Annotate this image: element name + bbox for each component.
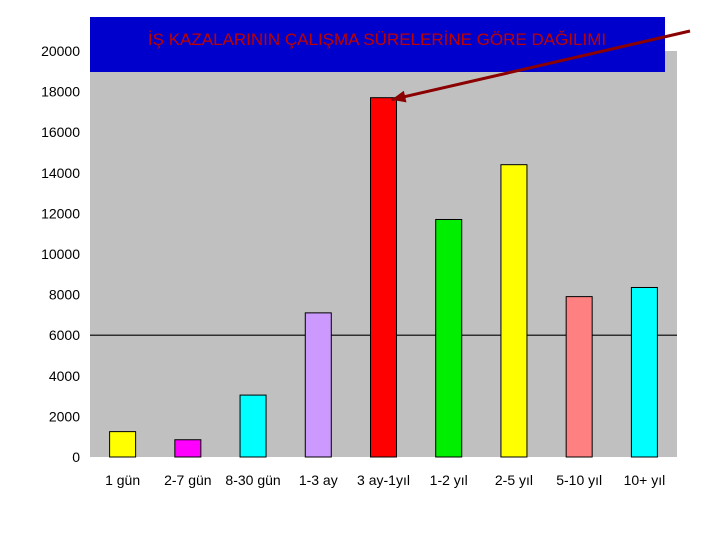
bars xyxy=(109,97,658,458)
y-tick-label: 6000 xyxy=(49,327,80,343)
x-category-label: 10+ yıl xyxy=(624,472,666,488)
bar xyxy=(435,218,463,458)
y-tick-label: 2000 xyxy=(49,408,80,424)
y-tick-label: 16000 xyxy=(41,124,80,140)
bar xyxy=(239,394,267,458)
y-axis-ticks: 0 2000 4000 6000 8000 10000 12000 14000 16000 180… xyxy=(41,43,80,465)
x-category-label: 1 gün xyxy=(105,472,140,488)
x-category-label: 1-2 yıl xyxy=(430,472,468,488)
bar xyxy=(370,97,397,458)
x-category-label: 5-10 yıl xyxy=(556,472,602,488)
y-tick-label: 0 xyxy=(72,449,80,465)
bar xyxy=(565,296,593,458)
chart-title: İŞ KAZALARININ ÇALIŞMA SÜRELERİNE GÖRE D… xyxy=(148,30,606,49)
annotation-arrowhead xyxy=(391,90,407,103)
x-category-label: 3 ay-1yıl xyxy=(357,472,410,488)
x-category-label: 1-3 ay xyxy=(299,472,338,488)
annotation-arrow xyxy=(391,29,691,102)
x-category-label: 8-30 gün xyxy=(225,472,280,488)
y-tick-label: 4000 xyxy=(49,368,80,384)
bar xyxy=(174,439,202,458)
x-category-label: 2-5 yıl xyxy=(495,472,533,488)
x-axis-labels: 1 gün 2-7 gün 8-30 gün 1-3 ay 3 ay-1yıl 1-2 y… xyxy=(105,472,665,488)
x-category-label: 2-7 gün xyxy=(164,472,211,488)
y-tick-label: 20000 xyxy=(41,43,80,59)
y-tick-label: 12000 xyxy=(41,205,80,221)
bar xyxy=(630,286,658,458)
bar xyxy=(500,164,528,458)
bar xyxy=(304,312,332,458)
y-tick-label: 8000 xyxy=(49,287,80,303)
y-tick-label: 14000 xyxy=(41,165,80,181)
y-tick-label: 18000 xyxy=(41,84,80,100)
title-banner xyxy=(90,17,665,72)
bar xyxy=(109,431,137,458)
y-tick-label: 10000 xyxy=(41,246,80,262)
